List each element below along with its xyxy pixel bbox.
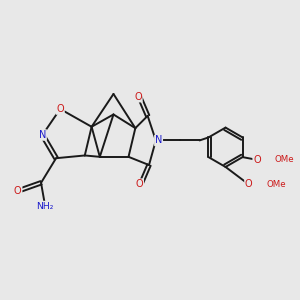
Text: O: O [245,179,253,189]
Text: N: N [39,130,46,140]
Text: O: O [134,92,142,102]
Text: N: N [155,135,162,146]
Text: O: O [253,155,261,165]
Text: O: O [136,179,143,189]
Text: O: O [14,186,22,196]
Text: OMe: OMe [275,155,294,164]
Text: OMe: OMe [266,180,286,189]
Text: O: O [56,104,64,114]
Text: NH₂: NH₂ [37,202,54,211]
